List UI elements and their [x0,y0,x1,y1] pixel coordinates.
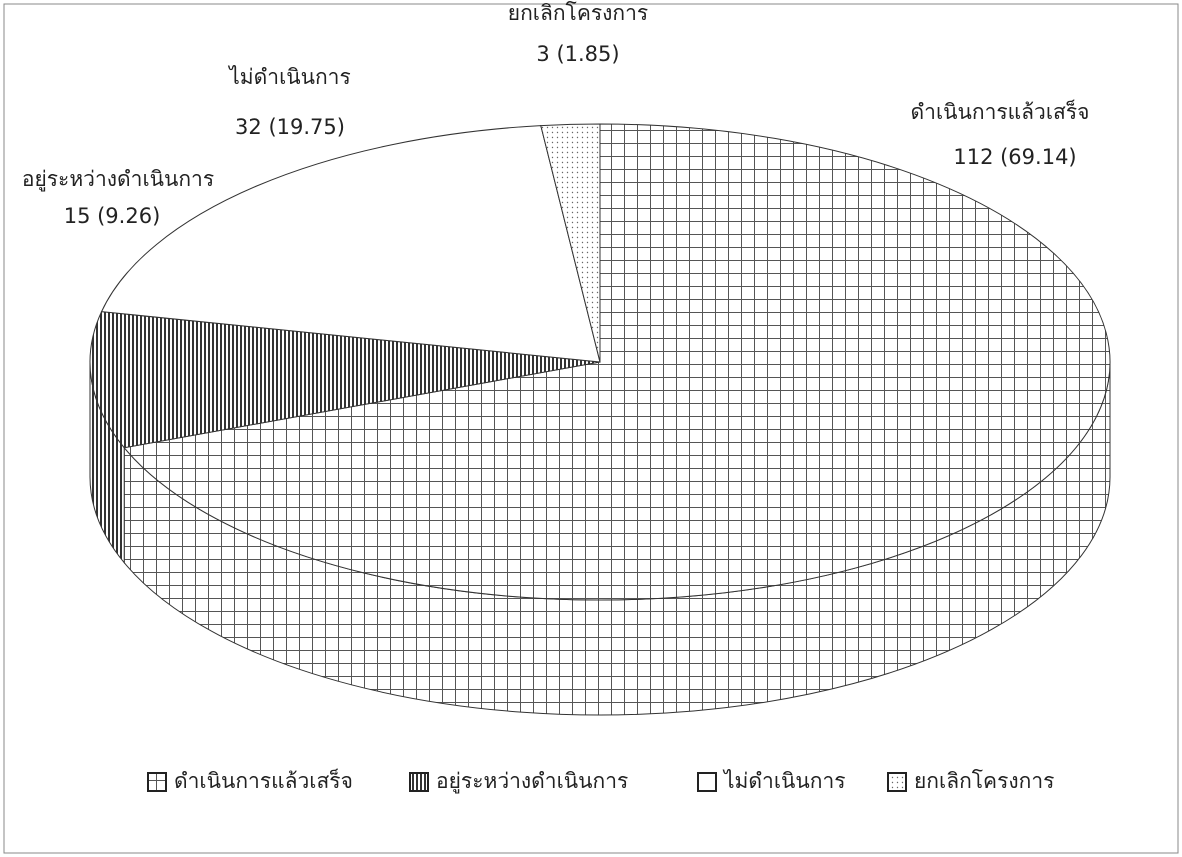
legend-swatch [887,772,907,792]
pie-slice [100,125,601,363]
legend-label: ไม่ดำเนินการ [722,769,846,793]
pie-slice [89,311,601,449]
value-label: 3 (1.85) [536,42,619,66]
legend-label: อยู่ระหว่างดำเนินการ [436,769,628,794]
legend-swatch [147,772,167,792]
legend-swatch [697,772,717,792]
pie-slice [540,123,601,363]
value-label: 112 (69.14) [953,145,1076,169]
slice-label: ไม่ดำเนินการ [227,65,351,89]
legend-label: ดำเนินการแล้วเสร็จ [174,767,353,793]
value-label: 32 (19.75) [235,115,345,139]
chart-frame [3,3,1179,854]
value-label: 15 (9.26) [64,204,161,228]
slice-label: ยกเลิกโครงการ [508,1,648,25]
pie-slice [123,123,1111,601]
slice-label: ดำเนินการแล้วเสร็จ [911,98,1090,124]
legend-swatch [409,772,429,792]
slice-label: อยู่ระหว่างดำเนินการ [22,167,214,192]
legend-label: ยกเลิกโครงการ [914,769,1054,793]
